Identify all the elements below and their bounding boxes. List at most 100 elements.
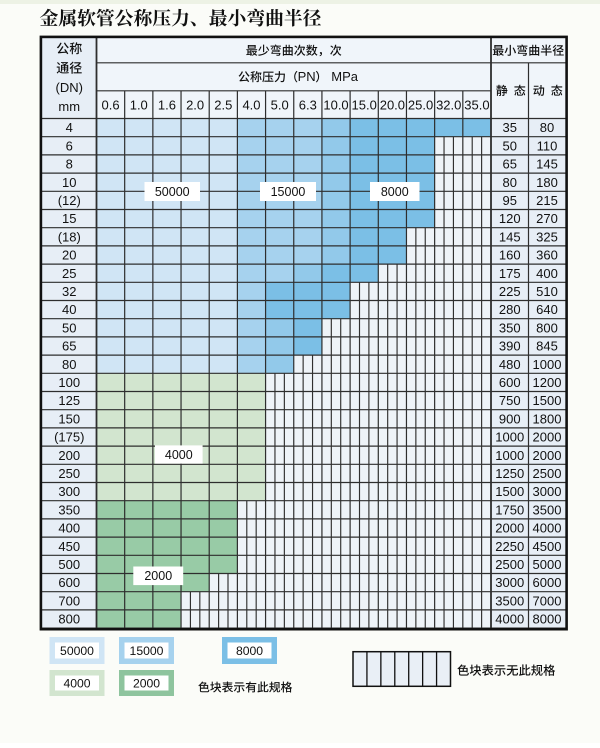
svg-text:32.0: 32.0 bbox=[436, 97, 461, 112]
svg-text:0.6: 0.6 bbox=[102, 97, 120, 112]
svg-text:225: 225 bbox=[499, 284, 521, 299]
svg-text:25.0: 25.0 bbox=[408, 97, 433, 112]
svg-text:1500: 1500 bbox=[533, 393, 562, 408]
svg-text:8000: 8000 bbox=[381, 185, 409, 199]
svg-text:80: 80 bbox=[540, 120, 554, 135]
svg-text:15000: 15000 bbox=[271, 185, 306, 199]
svg-text:1000: 1000 bbox=[533, 357, 562, 372]
svg-text:270: 270 bbox=[536, 211, 558, 226]
svg-text:145: 145 bbox=[499, 229, 521, 244]
svg-text:3500: 3500 bbox=[533, 502, 562, 517]
svg-text:3000: 3000 bbox=[495, 575, 524, 590]
svg-text:4500: 4500 bbox=[533, 539, 562, 554]
svg-text:250: 250 bbox=[58, 466, 80, 481]
svg-text:4: 4 bbox=[66, 120, 73, 135]
svg-text:2500: 2500 bbox=[533, 466, 562, 481]
svg-text:4000: 4000 bbox=[495, 612, 524, 627]
svg-text:10: 10 bbox=[62, 175, 76, 190]
svg-text:(175): (175) bbox=[54, 430, 84, 445]
svg-text:900: 900 bbox=[499, 411, 521, 426]
svg-text:450: 450 bbox=[58, 539, 80, 554]
svg-text:25: 25 bbox=[62, 266, 76, 281]
svg-text:2000: 2000 bbox=[533, 430, 562, 445]
svg-text:6000: 6000 bbox=[533, 575, 562, 590]
svg-text:1800: 1800 bbox=[533, 411, 562, 426]
svg-text:640: 640 bbox=[536, 302, 558, 317]
svg-text:325: 325 bbox=[536, 229, 558, 244]
svg-text:400: 400 bbox=[58, 521, 80, 536]
svg-text:1000: 1000 bbox=[495, 430, 524, 445]
svg-text:3500: 3500 bbox=[495, 593, 524, 608]
svg-text:1750: 1750 bbox=[495, 502, 524, 517]
svg-text:65: 65 bbox=[62, 339, 76, 354]
svg-text:1250: 1250 bbox=[495, 466, 524, 481]
svg-text:8: 8 bbox=[66, 157, 73, 172]
svg-text:2000: 2000 bbox=[495, 521, 524, 536]
svg-text:800: 800 bbox=[58, 612, 80, 627]
svg-text:20.0: 20.0 bbox=[380, 97, 405, 112]
svg-text:MPa: MPa bbox=[331, 69, 359, 84]
svg-text:4000: 4000 bbox=[165, 448, 193, 462]
svg-text:50: 50 bbox=[503, 138, 517, 153]
svg-text:80: 80 bbox=[503, 175, 517, 190]
svg-text:1500: 1500 bbox=[495, 484, 524, 499]
svg-text:150: 150 bbox=[58, 411, 80, 426]
svg-text:40: 40 bbox=[62, 302, 76, 317]
svg-text:50000: 50000 bbox=[155, 185, 190, 199]
svg-text:2.5: 2.5 bbox=[214, 97, 232, 112]
svg-text:(12): (12) bbox=[58, 193, 81, 208]
svg-text:200: 200 bbox=[58, 448, 80, 463]
svg-text:600: 600 bbox=[499, 375, 521, 390]
svg-text:65: 65 bbox=[503, 157, 517, 172]
svg-text:80: 80 bbox=[62, 357, 76, 372]
svg-text:145: 145 bbox=[536, 157, 558, 172]
svg-text:120: 120 bbox=[499, 211, 521, 226]
svg-text:(DN): (DN) bbox=[56, 80, 83, 95]
svg-text:95: 95 bbox=[503, 193, 517, 208]
svg-text:15.0: 15.0 bbox=[352, 97, 377, 112]
svg-text:480: 480 bbox=[499, 357, 521, 372]
svg-text:350: 350 bbox=[58, 502, 80, 517]
svg-text:300: 300 bbox=[58, 484, 80, 499]
svg-text:8000: 8000 bbox=[533, 612, 562, 627]
svg-text:1.0: 1.0 bbox=[130, 97, 148, 112]
svg-text:(18): (18) bbox=[58, 229, 81, 244]
svg-text:110: 110 bbox=[537, 138, 558, 153]
svg-text:8000: 8000 bbox=[236, 644, 263, 658]
svg-text:2000: 2000 bbox=[533, 448, 562, 463]
svg-text:32: 32 bbox=[62, 284, 76, 299]
svg-text:845: 845 bbox=[536, 339, 558, 354]
svg-text:2000: 2000 bbox=[144, 569, 172, 583]
svg-text:500: 500 bbox=[58, 557, 80, 572]
svg-text:1000: 1000 bbox=[495, 448, 524, 463]
svg-text:5.0: 5.0 bbox=[271, 97, 289, 112]
svg-text:6.3: 6.3 bbox=[299, 97, 317, 112]
svg-text:3000: 3000 bbox=[533, 484, 562, 499]
svg-text:2500: 2500 bbox=[495, 557, 524, 572]
svg-text:750: 750 bbox=[499, 393, 521, 408]
svg-text:390: 390 bbox=[499, 339, 521, 354]
svg-text:5000: 5000 bbox=[533, 557, 562, 572]
svg-text:350: 350 bbox=[499, 320, 521, 335]
svg-text:400: 400 bbox=[536, 266, 558, 281]
svg-text:15: 15 bbox=[62, 211, 76, 226]
svg-text:4000: 4000 bbox=[533, 521, 562, 536]
svg-text:6: 6 bbox=[66, 138, 73, 153]
svg-text:160: 160 bbox=[499, 248, 521, 263]
svg-text:360: 360 bbox=[536, 248, 558, 263]
svg-text:20: 20 bbox=[62, 248, 76, 263]
svg-text:2000: 2000 bbox=[133, 676, 160, 690]
svg-text:175: 175 bbox=[499, 266, 521, 281]
svg-text:280: 280 bbox=[499, 302, 521, 317]
svg-text:50: 50 bbox=[62, 320, 76, 335]
svg-text:7000: 7000 bbox=[533, 593, 562, 608]
svg-text:600: 600 bbox=[58, 575, 80, 590]
svg-text:700: 700 bbox=[58, 593, 80, 608]
svg-text:215: 215 bbox=[536, 193, 558, 208]
svg-text:1.6: 1.6 bbox=[158, 97, 176, 112]
svg-text:100: 100 bbox=[58, 375, 80, 390]
svg-text:mm: mm bbox=[58, 99, 80, 114]
svg-text:2.0: 2.0 bbox=[186, 97, 204, 112]
svg-text:180: 180 bbox=[536, 175, 558, 190]
svg-text:125: 125 bbox=[58, 393, 80, 408]
